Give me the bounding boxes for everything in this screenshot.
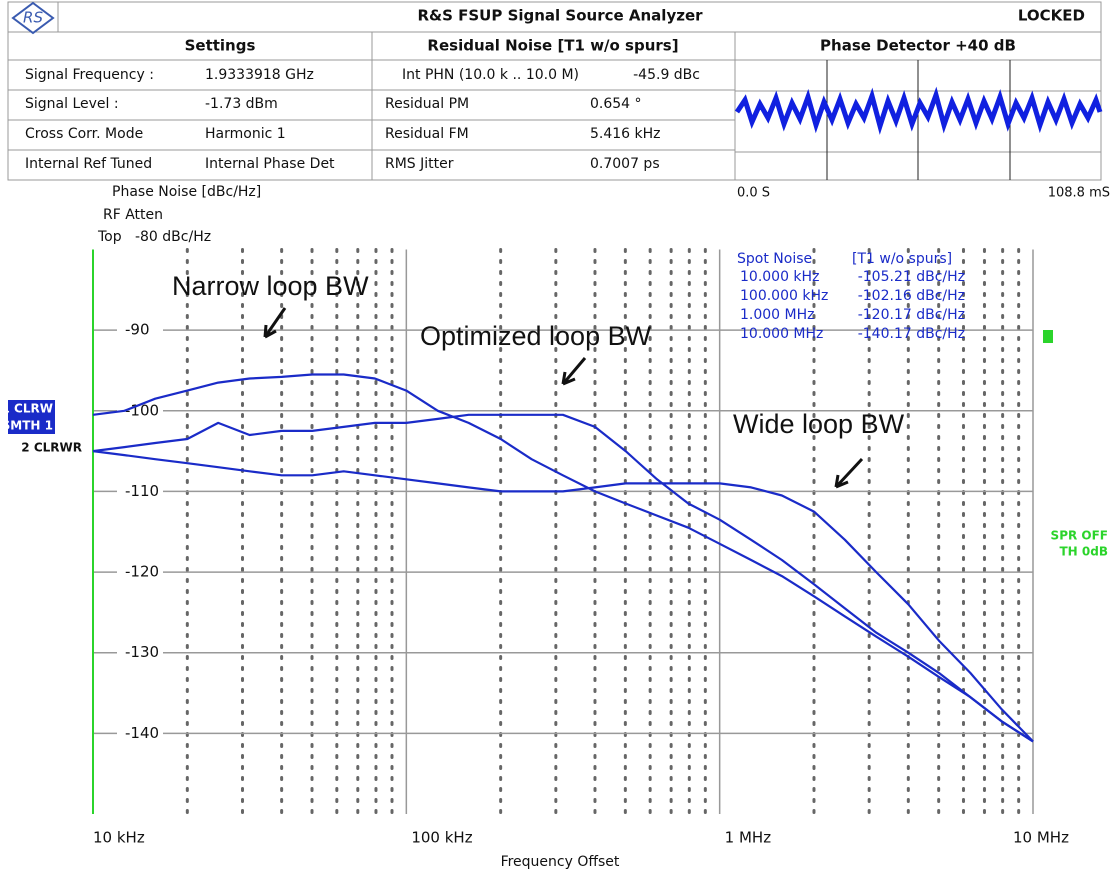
logo-text: RS [23, 9, 43, 27]
header-title: R&S FSUP Signal Source Analyzer [417, 7, 703, 25]
spot-value: -105.21 dBc/Hz [858, 269, 965, 285]
trace-badge [8, 400, 55, 434]
status: LOCKED [1018, 7, 1085, 25]
tick-label-bg [117, 642, 163, 663]
residual-value: -45.9 dBc [633, 67, 700, 83]
spot-frequency: 10.000 kHz [740, 269, 819, 285]
x-tick-label: 10 MHz [1013, 829, 1069, 847]
y-tick-label: -120 [125, 563, 159, 581]
x-tick-label: 10 kHz [93, 829, 145, 847]
setting-name: Signal Level : [25, 96, 119, 112]
residual-heading: Residual Noise [T1 w/o spurs] [427, 37, 678, 55]
detector-x-end: 108.8 mS [1048, 186, 1110, 201]
spot-noise: Spot Noise [T1 w/o spurs] 10.000 kHz -105… [737, 251, 965, 342]
arrow [561, 357, 587, 386]
y-axis-label: Phase Noise [dBc/Hz] [112, 184, 261, 200]
x-tick-label: 100 kHz [411, 829, 472, 847]
logo: RS [11, 1, 55, 35]
trace-label: SMTH 1 [2, 419, 53, 433]
residual-name: RMS Jitter [385, 156, 454, 172]
spot-frequency: 1.000 MHz [740, 307, 814, 323]
residual-value: 5.416 kHz [590, 126, 661, 142]
residual-name: Residual PM [385, 96, 469, 112]
setting-value: 1.9333918 GHz [205, 67, 314, 83]
spot-frequency: 100.000 kHz [740, 288, 828, 304]
curve-annotation: Narrow loop BW [172, 271, 369, 301]
arrow [834, 457, 864, 489]
setting-name: Cross Corr. Mode [25, 126, 143, 142]
spot-frequency: 10.000 MHz [740, 326, 823, 342]
setting-value: Internal Phase Det [205, 156, 335, 172]
y-tick-label: -90 [125, 321, 150, 339]
residual-value: 0.654 ° [590, 96, 642, 112]
logo-diamond [11, 1, 55, 35]
tick-label-bg [117, 481, 163, 502]
setting-name: Signal Frequency : [25, 67, 154, 83]
detector-plot [734, 60, 1103, 180]
y-tick-label: -140 [125, 724, 159, 742]
setting-value: -1.73 dBm [205, 96, 278, 112]
series-line [92, 373, 1034, 743]
detector-trace [734, 86, 1103, 135]
residual-value: 0.7007 ps [590, 156, 660, 172]
trace-label: 1 CLRW [2, 402, 53, 416]
residual-name: Residual FM [385, 126, 469, 142]
marker-flag [1043, 330, 1053, 343]
plot-area: -90 -100 -110 -120 -130 -140 10 kHz 100 kHz 1 MH… [92, 248, 1069, 847]
status-label: SPR OFF [1051, 529, 1108, 543]
spot-value: -102.16 dBc/Hz [858, 288, 965, 304]
residual-name: Int PHN (10.0 k .. 10.0 M) [402, 67, 579, 83]
tick-label-bg [117, 400, 163, 421]
curve-annotation: Optimized loop BW [420, 321, 652, 351]
tick-label-bg [117, 320, 163, 341]
x-tick-label: 1 MHz [725, 829, 772, 847]
y-tick-label: -130 [125, 643, 159, 661]
x-axis-label: Frequency Offset [501, 854, 620, 870]
y-tick-label: -110 [125, 482, 159, 500]
setting-value: Harmonic 1 [205, 126, 286, 142]
trace-label: 2 CLRWR [21, 441, 82, 455]
setting-name: Internal Ref Tuned [25, 156, 152, 172]
rf-atten: RF Atten [103, 207, 163, 223]
arrow [263, 307, 287, 339]
detector-x-start: 0.0 S [737, 186, 770, 201]
spot-value: -140.17 dBc/Hz [858, 326, 965, 342]
settings-heading: Settings [185, 37, 256, 55]
spot-value: -120.17 dBc/Hz [858, 307, 965, 323]
status-label: TH 0dB [1060, 545, 1109, 559]
series-line [92, 413, 1034, 743]
detector-heading: Phase Detector +40 dB [820, 37, 1016, 55]
top-label: Top -80 dBc/Hz [97, 229, 211, 245]
spot-title: Spot Noise [737, 251, 812, 267]
tick-label-bg [117, 562, 163, 583]
y-tick-label: -100 [125, 401, 159, 419]
spot-subtitle: [T1 w/o spurs] [852, 251, 952, 267]
curve-annotation: Wide loop BW [733, 409, 905, 439]
tick-label-bg [117, 723, 163, 744]
series-line [92, 450, 1034, 743]
